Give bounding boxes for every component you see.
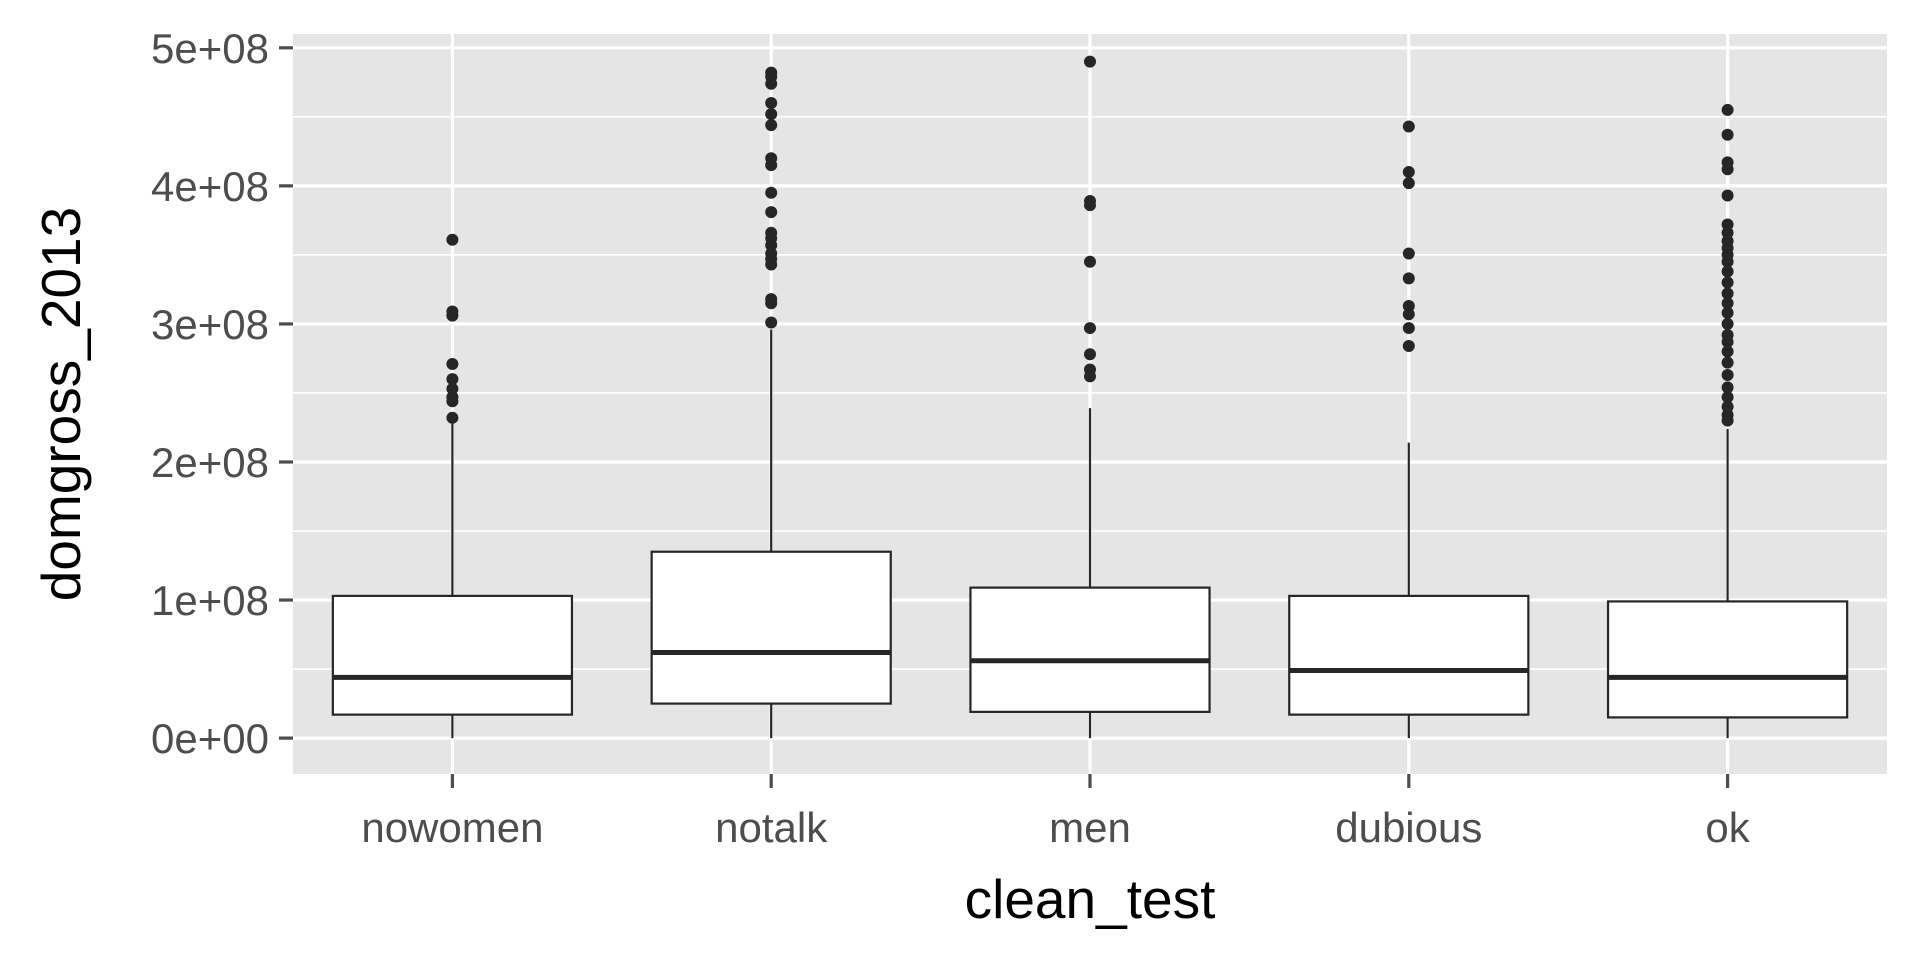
x-axis-tick-labels: nowomen notalk men dubious ok	[361, 804, 1750, 851]
outlier-point	[1402, 120, 1415, 133]
box-iqr	[1288, 594, 1530, 716]
outlier-point	[1721, 306, 1734, 319]
outlier-point	[446, 305, 459, 318]
outlier-point	[765, 247, 778, 260]
box-notalk	[650, 66, 892, 739]
outlier-point	[765, 108, 778, 121]
x-tick-label: dubious	[1335, 804, 1482, 851]
outlier-point	[1084, 363, 1096, 376]
outlier-point	[1721, 156, 1734, 169]
outlier-point	[446, 357, 459, 370]
outlier-point	[765, 293, 778, 306]
y-tick-label: 1e+08	[151, 577, 269, 624]
outlier-point	[1084, 348, 1096, 361]
x-tick-label: ok	[1705, 804, 1750, 851]
x-tick-label: men	[1049, 804, 1131, 851]
box-iqr	[331, 594, 574, 716]
outlier-point	[1084, 255, 1096, 268]
outlier-point	[1402, 166, 1415, 179]
outlier-point	[1402, 308, 1415, 321]
x-tick-label: notalk	[715, 804, 828, 851]
outlier-point	[765, 316, 778, 329]
box-iqr	[969, 586, 1211, 713]
outlier-point	[1721, 356, 1734, 369]
outlier-point	[1721, 369, 1734, 382]
outlier-point	[1721, 235, 1734, 248]
y-tick-label: 0e+00	[151, 715, 269, 762]
outlier-point	[1721, 400, 1734, 413]
box-men	[969, 55, 1211, 739]
outlier-point	[1402, 272, 1415, 285]
box-dubious	[1288, 120, 1530, 739]
outlier-point	[446, 391, 459, 404]
y-axis-title: domgross_2013	[30, 207, 92, 601]
outlier-point	[446, 382, 459, 395]
outlier-point	[1721, 226, 1734, 239]
outlier-point	[765, 66, 778, 79]
outlier-point	[1402, 299, 1415, 312]
box-iqr	[650, 550, 892, 705]
outlier-point	[446, 233, 459, 246]
outlier-point	[765, 226, 778, 239]
y-tick-label: 3e+08	[151, 301, 269, 348]
outlier-point	[1721, 345, 1734, 358]
outlier-point	[446, 373, 459, 386]
axis-ticks	[279, 46, 1730, 788]
outlier-point	[765, 119, 778, 132]
outlier-point	[1721, 391, 1734, 404]
outlier-point	[1721, 409, 1734, 422]
grid-lines	[293, 34, 1887, 774]
outlier-point	[1721, 103, 1734, 116]
outlier-point	[1721, 297, 1734, 310]
outlier-point	[1721, 218, 1734, 231]
outlier-point	[1402, 247, 1415, 260]
outlier-point	[1402, 340, 1415, 353]
boxes	[331, 55, 1849, 739]
outlier-point	[1721, 265, 1734, 278]
box-ok	[1606, 103, 1849, 739]
outlier-point	[765, 186, 778, 199]
outlier-point	[1721, 189, 1734, 202]
x-axis-title: clean_test	[965, 868, 1216, 930]
box-nowomen	[331, 233, 574, 739]
outlier-point	[1084, 195, 1096, 208]
outlier-point	[1721, 328, 1734, 341]
outlier-point	[1402, 322, 1415, 335]
outlier-point	[1084, 322, 1096, 335]
outlier-point	[1721, 128, 1734, 141]
outlier-point	[1721, 317, 1734, 330]
x-tick-label: nowomen	[361, 804, 543, 851]
box-iqr	[1606, 600, 1849, 719]
y-axis-tick-labels: 0e+00 1e+08 2e+08 3e+08 4e+08 5e+08	[151, 25, 269, 762]
outlier-point	[1721, 276, 1734, 289]
outlier-point	[1084, 55, 1096, 68]
outlier-point	[446, 411, 459, 424]
y-tick-label: 5e+08	[151, 25, 269, 72]
y-tick-label: 2e+08	[151, 439, 269, 486]
outlier-point	[1402, 177, 1415, 190]
outlier-point	[765, 152, 778, 165]
outlier-point	[1721, 287, 1734, 300]
outlier-point	[765, 206, 778, 219]
outlier-point	[1721, 381, 1734, 394]
y-tick-label: 4e+08	[151, 163, 269, 210]
outlier-point	[765, 97, 778, 110]
